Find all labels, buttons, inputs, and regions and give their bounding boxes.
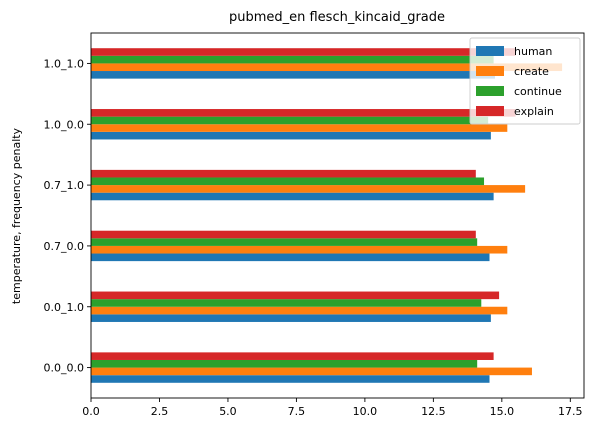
y-tick-label: 0.0_1.0 — [44, 301, 85, 314]
bar-explain-1.0_1.0 — [91, 48, 516, 56]
legend-label-create: create — [514, 65, 549, 78]
legend-box — [469, 37, 581, 125]
axes-frame — [90, 32, 585, 399]
bar-continue-1.0_1.0 — [91, 55, 494, 64]
legend-swatch-create — [476, 66, 504, 76]
bar-continue-0.0_1.0 — [91, 299, 482, 307]
bar-human-0.0_1.0 — [91, 314, 491, 322]
legend-label-human: human — [514, 45, 552, 58]
bar-create-1.0_0.0 — [91, 124, 508, 132]
bar-human-0.0_0.0 — [91, 375, 490, 383]
bars-layer — [91, 48, 563, 383]
x-tick-label: 15.0 — [490, 405, 515, 418]
y-tick-label: 1.0_1.0 — [44, 57, 85, 70]
legend-swatch-continue — [476, 86, 504, 96]
bar-human-0.7_1.0 — [91, 192, 494, 201]
legend: human create continue explain — [469, 37, 581, 125]
bar-human-1.0_0.0 — [91, 131, 491, 140]
y-tick-label: 1.0_0.0 — [44, 118, 85, 131]
x-tick-label: 0.0 — [82, 405, 100, 418]
x-tick-label: 7.5 — [288, 405, 306, 418]
legend-swatch-human — [476, 46, 504, 56]
bar-human-1.0_1.0 — [91, 71, 495, 79]
bar-explain-1.0_0.0 — [91, 109, 516, 117]
bar-explain-0.0_1.0 — [91, 291, 500, 300]
bar-create-0.0_0.0 — [91, 367, 532, 376]
x-tick-label: 17.5 — [558, 405, 583, 418]
legend-label-explain: explain — [514, 105, 554, 118]
x-tick-label: 2.5 — [151, 405, 169, 418]
chart-title: pubmed_en flesch_kincaid_grade — [229, 10, 445, 25]
bar-create-1.0_1.0 — [91, 63, 563, 72]
bar-create-0.0_1.0 — [91, 306, 508, 315]
bar-explain-0.7_1.0 — [91, 169, 476, 178]
bar-explain-0.7_0.0 — [91, 230, 476, 239]
legend-swatch-explain — [476, 106, 504, 116]
legend-label-continue: continue — [514, 85, 562, 98]
bar-create-0.7_0.0 — [91, 245, 508, 254]
bar-continue-0.7_1.0 — [91, 177, 485, 186]
bar-continue-0.7_0.0 — [91, 238, 478, 246]
y-tick-label: 0.0_0.0 — [44, 362, 85, 375]
ticks-layer: 0.0_0.0 0.0_1.0 0.7_0.0 0.7_1.0 1.0_0.0 1.0_1… — [44, 57, 583, 418]
y-axis-label: temperature, frequency penalty — [10, 127, 23, 304]
bar-continue-0.0_0.0 — [91, 359, 478, 368]
bar-continue-1.0_0.0 — [91, 116, 489, 125]
x-tick-label: 10.0 — [353, 405, 378, 418]
bar-human-0.7_0.0 — [91, 253, 490, 262]
x-tick-label: 5.0 — [219, 405, 237, 418]
y-tick-label: 0.7_0.0 — [44, 240, 85, 253]
x-tick-label: 12.5 — [421, 405, 446, 418]
bar-explain-0.0_0.0 — [91, 352, 494, 360]
y-tick-label: 0.7_1.0 — [44, 179, 85, 192]
bar-create-0.7_1.0 — [91, 185, 526, 193]
